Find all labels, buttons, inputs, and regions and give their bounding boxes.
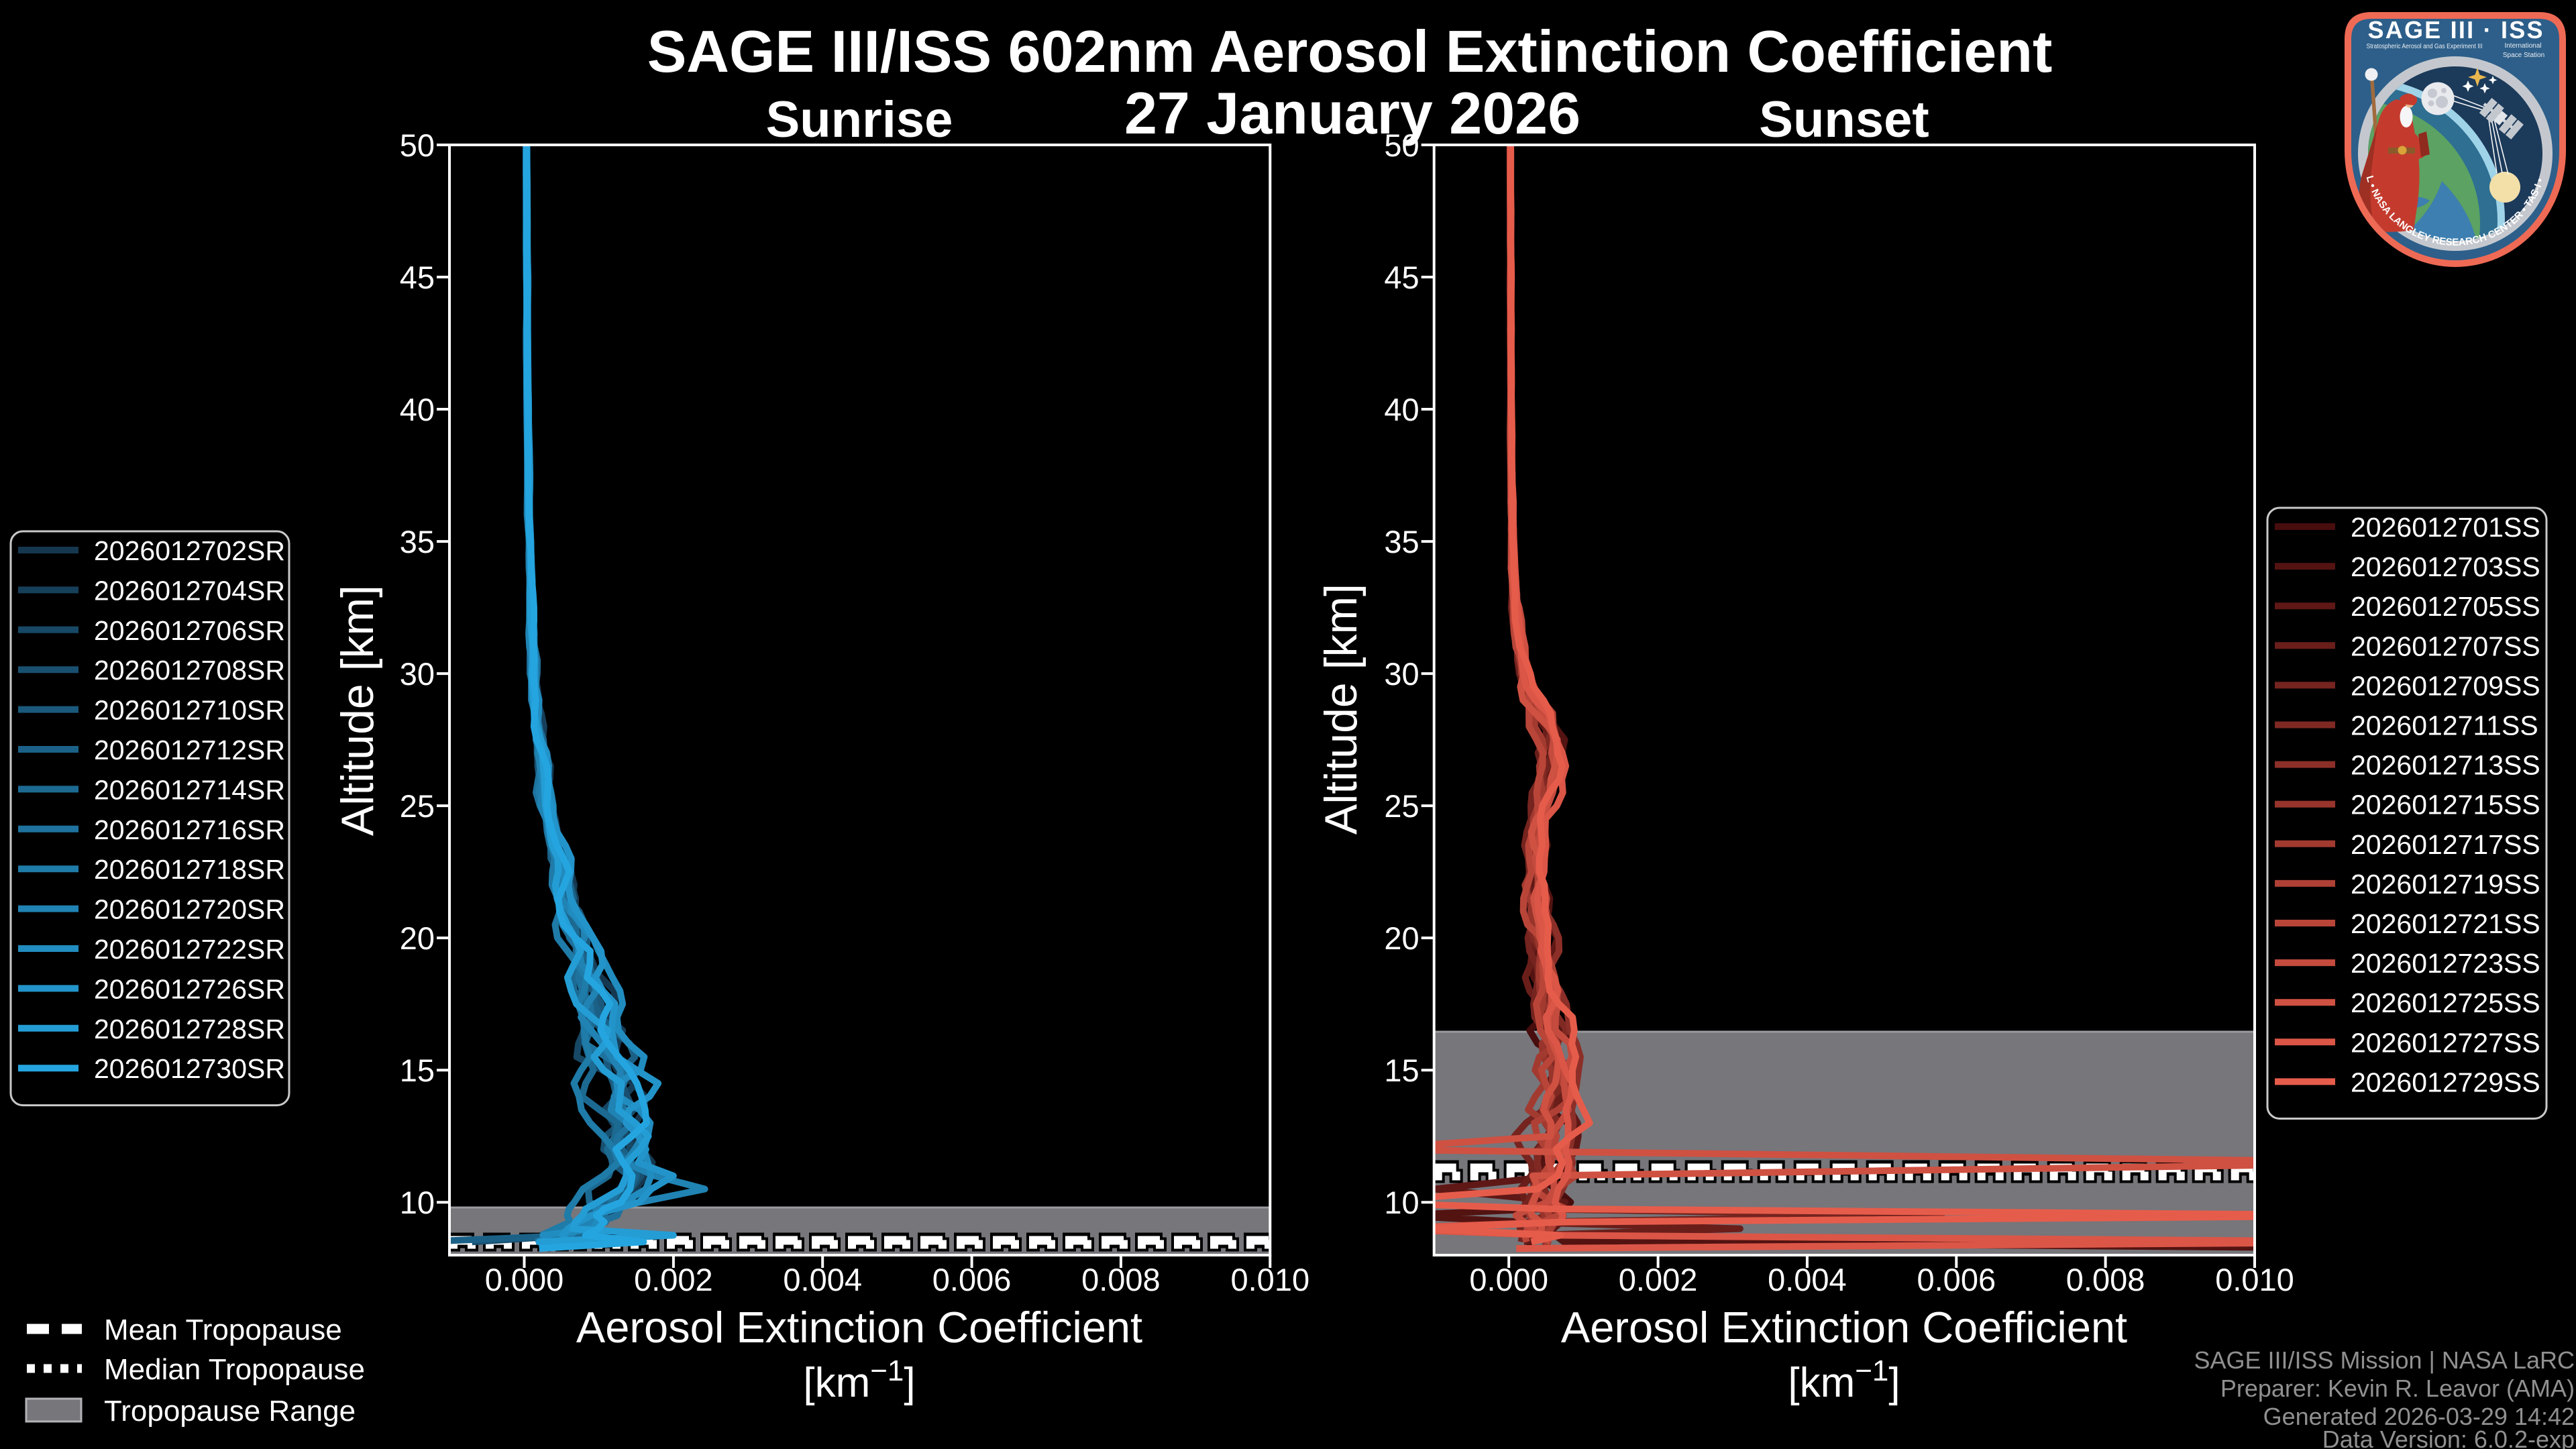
svg-text:2026012707SS: 2026012707SS bbox=[2351, 631, 2540, 661]
svg-text:2026012726SR: 2026012726SR bbox=[94, 973, 285, 1004]
svg-text:2026012719SS: 2026012719SS bbox=[2351, 869, 2540, 900]
svg-text:2026012716SR: 2026012716SR bbox=[94, 814, 285, 845]
svg-text:0.010: 0.010 bbox=[1230, 1262, 1309, 1297]
svg-text:0.002: 0.002 bbox=[634, 1262, 713, 1297]
svg-text:2026012728SR: 2026012728SR bbox=[94, 1014, 285, 1044]
svg-text:20: 20 bbox=[1384, 920, 1419, 956]
svg-text:0.008: 0.008 bbox=[1081, 1262, 1161, 1297]
svg-text:2026012730SR: 2026012730SR bbox=[94, 1053, 285, 1084]
svg-text:Mean Tropopause: Mean Tropopause bbox=[104, 1313, 342, 1346]
svg-text:0.008: 0.008 bbox=[2066, 1262, 2145, 1297]
svg-text:Sunset: Sunset bbox=[1759, 91, 1929, 148]
svg-text:2026012710SR: 2026012710SR bbox=[94, 695, 285, 726]
svg-text:35: 35 bbox=[1384, 524, 1419, 559]
svg-text:Stratospheric Aerosol and Gas: Stratospheric Aerosol and Gas Experiment… bbox=[2367, 43, 2483, 50]
svg-text:10: 10 bbox=[400, 1185, 435, 1220]
svg-text:10: 10 bbox=[1384, 1185, 1419, 1220]
svg-text:45: 45 bbox=[400, 260, 435, 295]
svg-text:2026012713SS: 2026012713SS bbox=[2351, 750, 2540, 781]
svg-text:2026012704SR: 2026012704SR bbox=[94, 575, 285, 606]
svg-text:2026012722SR: 2026012722SR bbox=[94, 934, 285, 965]
svg-text:0.002: 0.002 bbox=[1619, 1262, 1698, 1297]
svg-text:40: 40 bbox=[1384, 392, 1419, 427]
svg-text:2026012701SS: 2026012701SS bbox=[2351, 512, 2540, 543]
svg-text:2026012717SS: 2026012717SS bbox=[2351, 829, 2540, 860]
svg-text:2026012714SR: 2026012714SR bbox=[94, 774, 285, 805]
svg-text:SAGE III/ISS 602nm Aerosol Ext: SAGE III/ISS 602nm Aerosol Extinction Co… bbox=[647, 18, 2053, 85]
svg-text:Altitude [km]: Altitude [km] bbox=[332, 585, 383, 836]
svg-text:Data Version: 6.0.2-exp: Data Version: 6.0.2-exp bbox=[2322, 1426, 2575, 1449]
svg-text:SAGE III · ISS: SAGE III · ISS bbox=[2368, 16, 2544, 44]
svg-text:Median Tropopause: Median Tropopause bbox=[104, 1353, 365, 1386]
svg-text:2026012708SR: 2026012708SR bbox=[94, 655, 285, 686]
svg-text:Space Station: Space Station bbox=[2503, 52, 2544, 59]
svg-text:[km−1]: [km−1] bbox=[803, 1354, 915, 1406]
svg-text:2026012703SS: 2026012703SS bbox=[2351, 551, 2540, 582]
svg-text:Altitude [km]: Altitude [km] bbox=[1316, 584, 1366, 835]
svg-text:Preparer: Kevin R. Leavor (AMA: Preparer: Kevin R. Leavor (AMA) bbox=[2220, 1375, 2575, 1402]
svg-text:0.000: 0.000 bbox=[1469, 1262, 1548, 1297]
svg-text:40: 40 bbox=[400, 392, 435, 427]
svg-text:Generated 2026-03-29 14:42: Generated 2026-03-29 14:42 bbox=[2263, 1403, 2575, 1430]
svg-text:2026012711SS: 2026012711SS bbox=[2351, 710, 2538, 741]
svg-text:25: 25 bbox=[1384, 788, 1419, 824]
svg-text:50: 50 bbox=[400, 127, 435, 163]
svg-text:2026012702SR: 2026012702SR bbox=[94, 535, 285, 566]
svg-text:2026012709SS: 2026012709SS bbox=[2351, 670, 2540, 701]
svg-text:30: 30 bbox=[1384, 656, 1419, 692]
svg-text:15: 15 bbox=[400, 1053, 435, 1088]
svg-text:0.010: 0.010 bbox=[2215, 1262, 2294, 1297]
svg-text:20: 20 bbox=[400, 920, 435, 956]
svg-text:2026012727SS: 2026012727SS bbox=[2351, 1027, 2540, 1058]
svg-text:30: 30 bbox=[400, 656, 435, 692]
svg-text:2026012715SS: 2026012715SS bbox=[2351, 790, 2540, 820]
svg-text:50: 50 bbox=[1384, 127, 1419, 163]
svg-text:27 January 2026: 27 January 2026 bbox=[1124, 80, 1580, 146]
svg-text:Aerosol Extinction Coefficient: Aerosol Extinction Coefficient bbox=[576, 1303, 1142, 1352]
svg-text:0.006: 0.006 bbox=[932, 1262, 1012, 1297]
svg-text:0.000: 0.000 bbox=[485, 1262, 564, 1297]
svg-text:45: 45 bbox=[1384, 260, 1419, 295]
svg-text:2026012721SS: 2026012721SS bbox=[2351, 908, 2540, 939]
svg-text:2026012720SR: 2026012720SR bbox=[94, 894, 285, 925]
svg-text:2026012705SS: 2026012705SS bbox=[2351, 591, 2540, 622]
svg-text:25: 25 bbox=[400, 788, 435, 824]
svg-text:2026012725SS: 2026012725SS bbox=[2351, 987, 2540, 1018]
svg-text:35: 35 bbox=[400, 524, 435, 559]
svg-text:International: International bbox=[2504, 42, 2541, 50]
svg-text:0.006: 0.006 bbox=[1917, 1262, 1996, 1297]
svg-text:2026012723SS: 2026012723SS bbox=[2351, 948, 2540, 979]
svg-text:SAGE III/ISS Mission | NASA La: SAGE III/ISS Mission | NASA LaRC bbox=[2194, 1346, 2575, 1374]
svg-text:2026012712SR: 2026012712SR bbox=[94, 735, 285, 765]
svg-text:2026012706SR: 2026012706SR bbox=[94, 615, 285, 646]
svg-text:0.004: 0.004 bbox=[783, 1262, 862, 1297]
svg-text:2026012729SS: 2026012729SS bbox=[2351, 1067, 2540, 1097]
svg-text:0.004: 0.004 bbox=[1768, 1262, 1847, 1297]
svg-text:Tropopause Range: Tropopause Range bbox=[104, 1395, 356, 1428]
svg-text:2026012718SR: 2026012718SR bbox=[94, 854, 285, 885]
svg-text:Sunrise: Sunrise bbox=[766, 91, 953, 148]
svg-text:Aerosol Extinction Coefficient: Aerosol Extinction Coefficient bbox=[1561, 1303, 2127, 1352]
svg-text:15: 15 bbox=[1384, 1053, 1419, 1088]
